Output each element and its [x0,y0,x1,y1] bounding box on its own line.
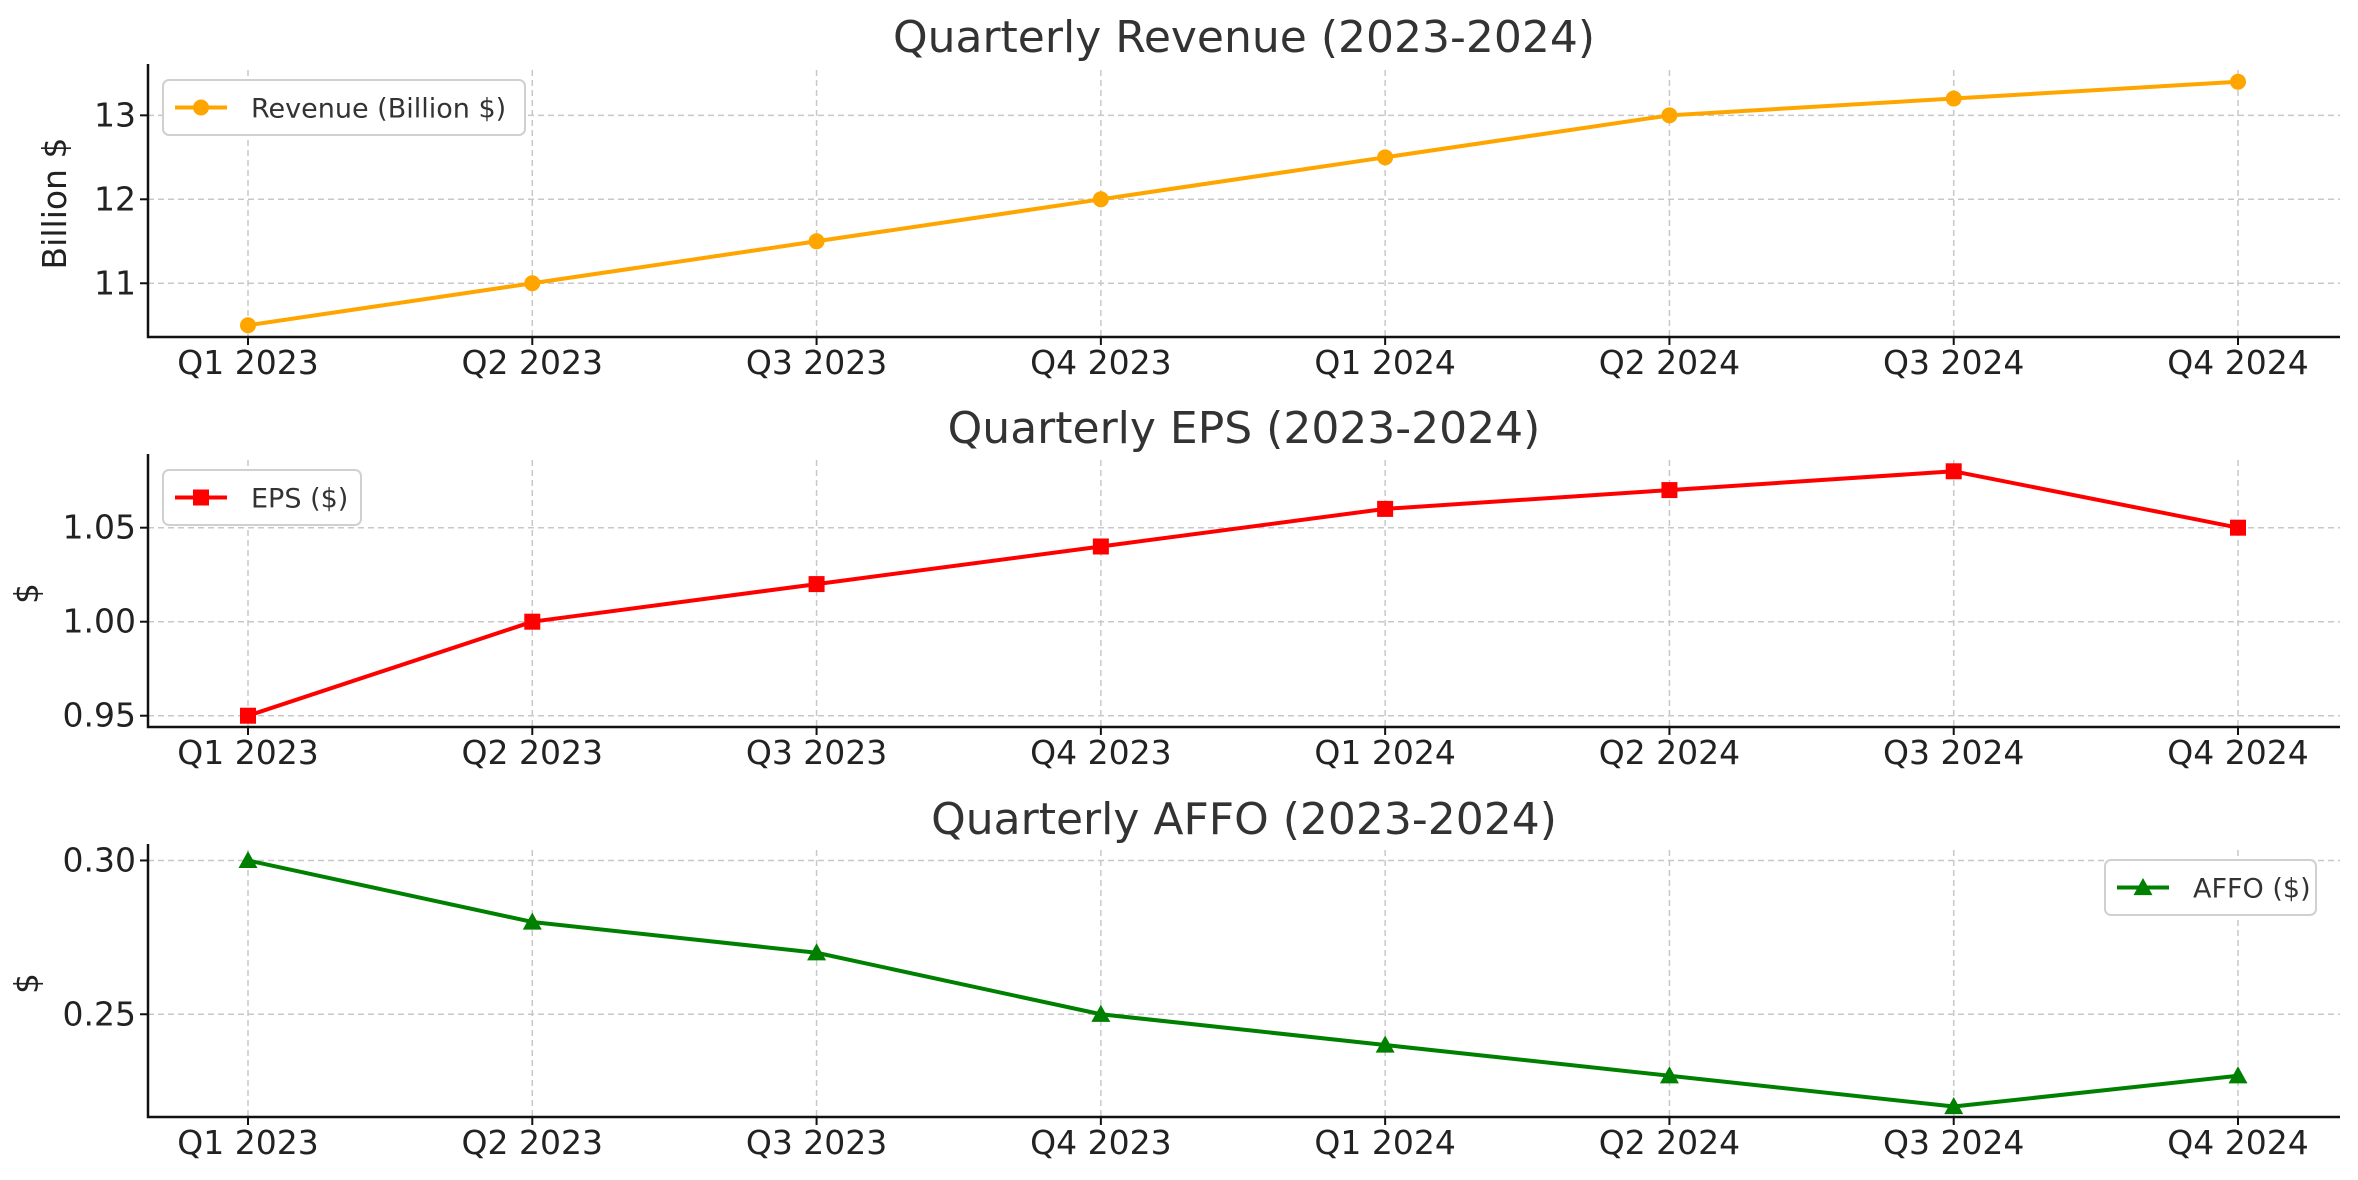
y-axis-label: $ [7,583,46,604]
data-point [808,233,825,250]
data-point [1661,482,1678,499]
x-tick-label: Q3 2024 [1883,1123,2024,1162]
x-tick-label: Q2 2023 [462,1123,603,1162]
y-tick-label: 1.05 [63,508,136,547]
data-point [524,613,541,630]
y-tick-label: 0.95 [63,696,136,735]
x-tick-label: Q4 2023 [1030,343,1171,382]
data-point [2228,1066,2248,1084]
x-tick-label: Q3 2023 [746,343,887,382]
chart-title: Quarterly EPS (2023-2024) [948,403,1541,454]
axes-spine [146,64,2340,339]
data-point [238,850,258,869]
data-point [1945,463,1962,480]
data-point [240,707,256,724]
chart-panel-3: Quarterly AFFO (2023-2024) Q1 2023 Q2 2023… [7,794,2340,1162]
legend-label: Revenue (Billion $) [251,94,506,125]
x-tick-label: Q2 2023 [462,343,603,382]
data-point [807,943,827,961]
data-point [1945,90,1962,107]
data-point [1092,191,1109,208]
y-tick-label: 0.25 [63,994,136,1033]
x-tick-label: Q2 2024 [1599,733,1740,772]
data-point [524,275,541,292]
y-tick-label: 1.00 [63,602,136,641]
x-tick-label: Q1 2024 [1314,343,1455,382]
x-tick-label: Q1 2024 [1314,733,1455,772]
x-tick-label: Q2 2024 [1599,343,1740,382]
chart-panel-2: Quarterly EPS (2023-2024) Q1 2023 Q2 2023 Q… [7,403,2340,772]
data-point [1377,500,1394,517]
y-tick-label: 11 [94,263,136,302]
y-tick-label: 12 [94,179,136,218]
data-point [240,317,256,334]
data-point [1091,1004,1111,1022]
x-tick-label: Q3 2024 [1883,343,2024,382]
series-line [247,79,2239,328]
y-axis-label: $ [7,973,46,994]
legend-box [162,79,526,136]
x-tick-label: Q3 2024 [1883,733,2024,772]
x-tick-label: Q1 2023 [177,733,318,772]
data-point [1375,1035,1395,1053]
data-point [2230,73,2246,90]
legend-box [162,469,362,526]
data-point [1944,1097,1964,1115]
x-tick-label: Q1 2023 [177,1123,318,1162]
y-tick-label: 0.30 [63,840,136,879]
legend: EPS ($) [162,469,362,526]
y-tick-label: 13 [94,95,136,134]
legend-label: EPS ($) [251,484,348,515]
x-tick-label: Q1 2023 [177,343,318,382]
legend: Revenue (Billion $) [162,79,526,136]
legend-marker [2133,878,2153,896]
x-tick-label: Q4 2024 [2167,1123,2308,1162]
chart-title: Quarterly Revenue (2023-2024) [893,12,1595,63]
legend-box [2104,859,2317,916]
legend-marker [193,489,209,506]
y-axis-label: Billion $ [35,138,74,270]
x-tick-label: Q2 2024 [1599,1123,1740,1162]
data-point [808,576,825,593]
legend-label: AFFO ($) [2193,874,2311,905]
x-tick-label: Q2 2023 [462,733,603,772]
x-tick-label: Q1 2024 [1314,1123,1455,1162]
data-point [1092,538,1109,555]
series-line [247,858,2239,1109]
x-tick-label: Q4 2023 [1030,733,1171,772]
legend-marker [193,99,209,116]
x-tick-label: Q4 2024 [2167,343,2308,382]
data-point [1377,149,1394,166]
chart-panel-1: Quarterly Revenue (2023-2024) Q1 2023 Q2 2… [35,12,2340,382]
legend: AFFO ($) [2104,859,2317,916]
x-tick-label: Q4 2023 [1030,1123,1171,1162]
data-point [522,912,542,930]
x-tick-label: Q3 2023 [746,733,887,772]
x-tick-label: Q4 2024 [2167,733,2308,772]
data-point [1659,1066,1679,1084]
data-point [1661,107,1678,124]
chart-title: Quarterly AFFO (2023-2024) [931,794,1557,845]
axes-spine [146,844,2340,1119]
series-line [247,469,2239,718]
x-tick-label: Q3 2023 [746,1123,887,1162]
axes-spine [146,454,2340,729]
data-point [2230,519,2246,536]
